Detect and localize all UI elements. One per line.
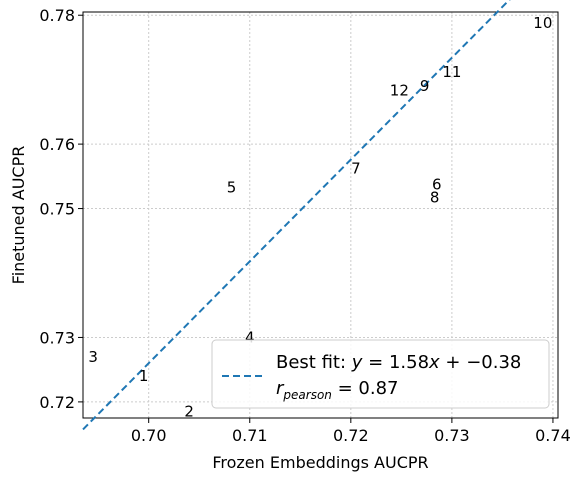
x-tick-label: 0.73	[434, 426, 470, 445]
y-tick-label: 0.75	[39, 200, 75, 219]
point-label: 10	[533, 14, 552, 32]
legend-r-text: rpearson = 0.87	[276, 378, 399, 402]
x-axis-ticks: 0.70 0.71 0.72 0.73 0.74	[131, 418, 571, 445]
y-axis-title: Finetuned AUCPR	[9, 146, 28, 285]
x-tick-label: 0.71	[232, 426, 268, 445]
legend: Best fit: y = 1.58x + −0.38 rpearson = 0…	[211, 339, 550, 409]
legend-rest: + −0.38	[440, 352, 522, 373]
x-tick-label: 0.74	[535, 426, 571, 445]
y-tick-label: 0.72	[39, 393, 75, 412]
point-label: 7	[351, 160, 361, 178]
plot-area-frame	[82, 11, 559, 419]
y-axis-ticks: 0.72 0.73 0.75 0.76 0.78	[39, 6, 83, 412]
legend-prefix: Best fit:	[276, 352, 352, 373]
fit-line-group	[82, 0, 511, 431]
legend-y: y	[351, 352, 363, 373]
legend-r-symbol: r	[276, 378, 285, 399]
x-tick-label: 0.72	[333, 426, 369, 445]
point-label: 2	[184, 403, 194, 421]
point-label: 12	[390, 82, 409, 100]
point-label: 5	[227, 178, 237, 196]
legend-fit-text: Best fit: y = 1.58x + −0.38	[276, 352, 521, 373]
x-axis-title: Frozen Embeddings AUCPR	[212, 453, 428, 472]
point-label: 4	[245, 328, 255, 346]
legend-box	[211, 339, 550, 409]
point-label: 11	[442, 63, 461, 81]
point-label: 8	[430, 189, 440, 207]
y-tick-label: 0.73	[39, 328, 75, 347]
legend-r-value: = 0.87	[332, 378, 399, 399]
x-tick-label: 0.70	[131, 426, 167, 445]
y-tick-label: 0.78	[39, 6, 75, 25]
legend-eq: = 1.58	[362, 352, 429, 373]
fit-line	[82, 0, 511, 431]
y-tick-label: 0.76	[39, 135, 75, 154]
point-label: 9	[420, 77, 430, 95]
point-label: 1	[139, 367, 149, 385]
point-label: 6	[432, 176, 442, 194]
point-label: 3	[88, 348, 98, 366]
legend-x: x	[428, 352, 440, 373]
legend-r-sub: pearson	[282, 388, 332, 402]
